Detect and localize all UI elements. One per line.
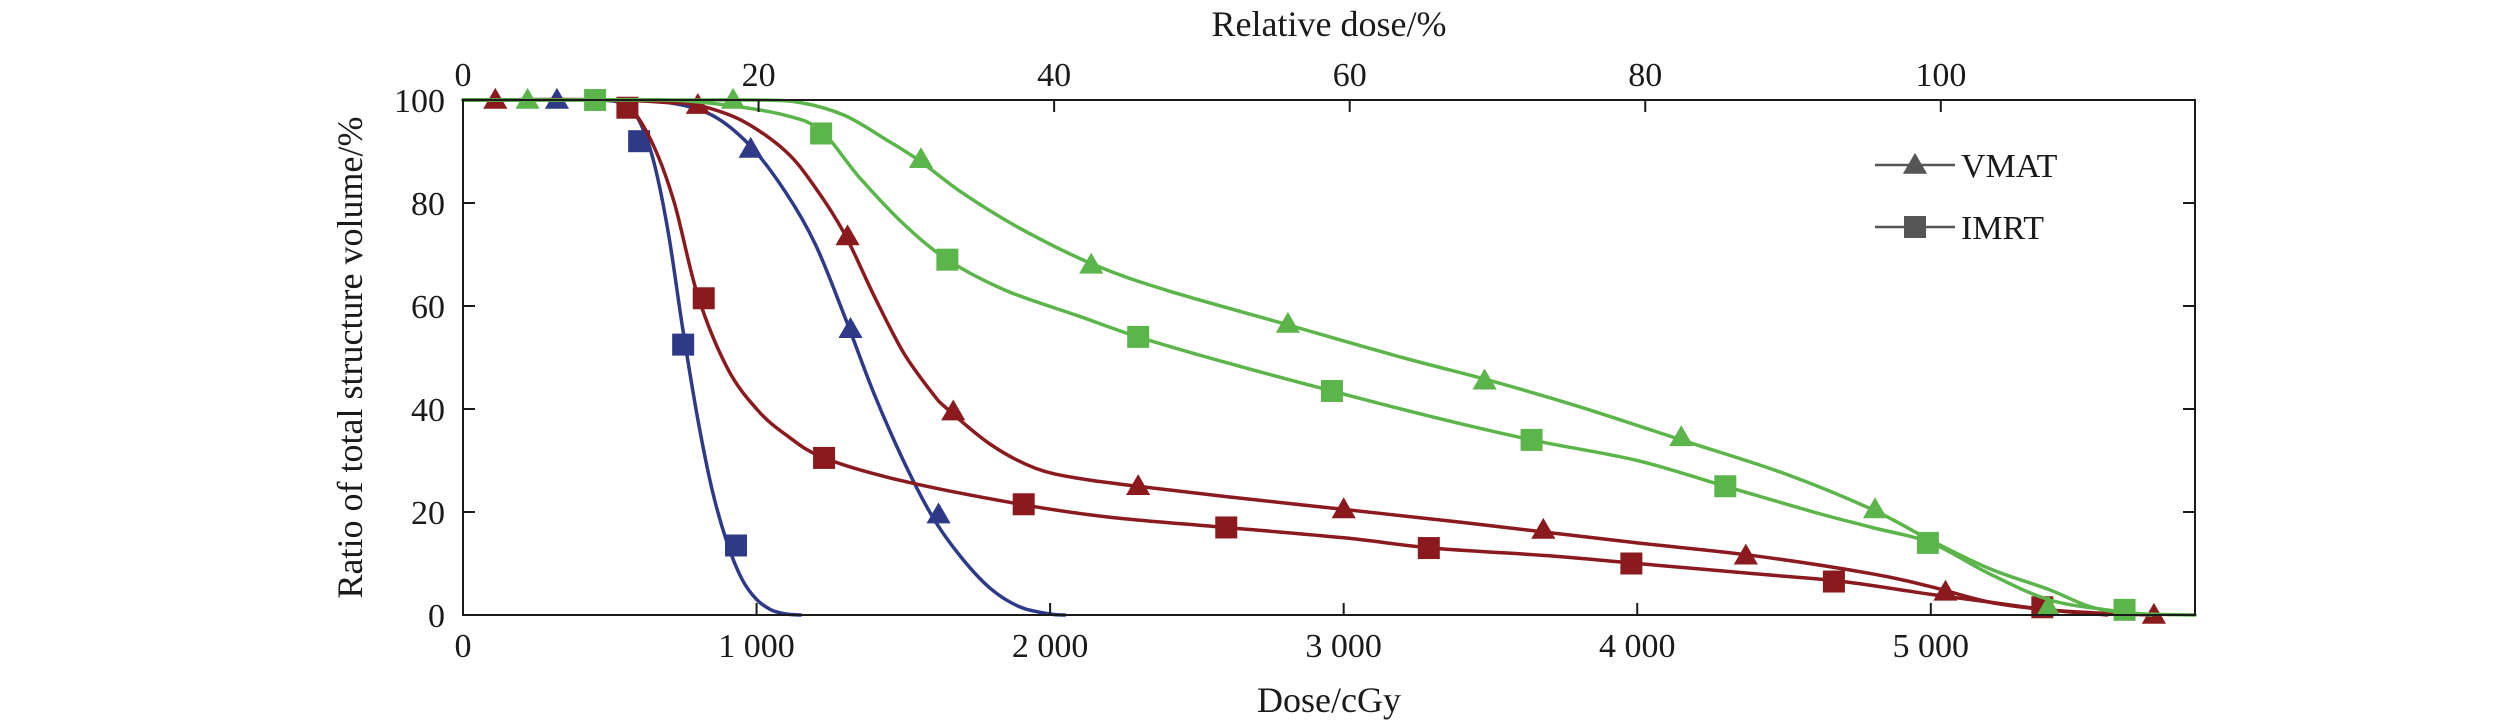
y-tick-label: 100 [394, 83, 445, 120]
x-tick-label: 1 000 [718, 628, 795, 665]
data-point [1916, 531, 1939, 554]
data-point [835, 224, 860, 246]
y-tick-label: 20 [411, 495, 445, 532]
data-point [936, 248, 959, 271]
top-x-tick-label: 40 [1037, 57, 1071, 94]
data-point [1417, 537, 1440, 560]
top-x-tick-label: 100 [1915, 57, 1966, 94]
top-x-axis-title: Relative dose/% [1212, 4, 1447, 44]
top-x-tick-label: 80 [1628, 57, 1662, 94]
data-point [1714, 475, 1737, 498]
data-point [1822, 570, 1845, 593]
x-tick-label: 2 000 [1012, 628, 1089, 665]
data-point [628, 130, 651, 153]
y-tick-label: 0 [428, 598, 445, 635]
legend-label: VMAT [1961, 148, 2058, 185]
data-point [1331, 497, 1356, 519]
data-point [672, 333, 695, 356]
data-point [1620, 552, 1643, 575]
axes-layer: 0 1 000 2 000 3 000 4 000 5 000 0 20 40 60 80 100 0 2… [394, 57, 2195, 665]
x-tick-label: 0 [455, 628, 472, 665]
data-point [926, 502, 951, 524]
data-point [738, 136, 763, 158]
series-2 [461, 87, 2167, 624]
x-axis-title: Dose/cGy [1257, 680, 1401, 720]
series-1 [461, 97, 803, 617]
data-point [1472, 368, 1497, 390]
series-line [461, 98, 2153, 617]
data-point [1079, 252, 1104, 274]
data-point [2036, 595, 2061, 617]
series-line [461, 98, 1067, 617]
data-point [1320, 379, 1343, 402]
data-point [1215, 516, 1238, 539]
data-point [2113, 598, 2136, 621]
data-point [692, 287, 715, 310]
top-x-tick-label: 0 [455, 57, 472, 94]
x-tick-label: 4 000 [1599, 628, 1676, 665]
data-point [813, 446, 836, 469]
legend: VMAT IMRT [1875, 148, 2058, 247]
top-x-tick-label: 20 [742, 57, 776, 94]
data-point [1275, 311, 1301, 333]
series-line [461, 97, 2153, 617]
legend-marker [1902, 152, 1928, 174]
data-point [941, 399, 966, 421]
x-tick-label: 3 000 [1305, 628, 1382, 665]
series-3 [461, 96, 2109, 619]
legend-label: IMRT [1961, 210, 2044, 247]
data-point [810, 122, 833, 145]
data-point [725, 534, 748, 557]
series-line [461, 97, 803, 617]
data-point [1531, 517, 1556, 539]
series-layer [461, 87, 2197, 624]
top-x-tick-label: 60 [1333, 57, 1367, 94]
data-point [1520, 428, 1543, 451]
data-point [1012, 493, 1035, 516]
x-tick-label: 5 000 [1893, 628, 1970, 665]
plot-frame [462, 99, 2196, 616]
y-tick-label: 60 [411, 289, 445, 326]
y-tick-label: 80 [411, 186, 445, 223]
data-point [1733, 543, 1758, 565]
series-line [461, 97, 2109, 617]
data-point [908, 147, 934, 169]
y-axis-title: Ratio of total structure volume/% [330, 117, 370, 599]
legend-marker [1904, 216, 1926, 238]
data-point [616, 96, 639, 119]
data-point [838, 317, 863, 338]
y-tick-label: 40 [411, 392, 445, 429]
series-5 [461, 89, 2153, 621]
data-point [1127, 325, 1150, 348]
data-point [1862, 497, 1888, 519]
data-point [1126, 474, 1151, 496]
series-0 [461, 87, 1067, 617]
data-point [1669, 425, 1694, 447]
